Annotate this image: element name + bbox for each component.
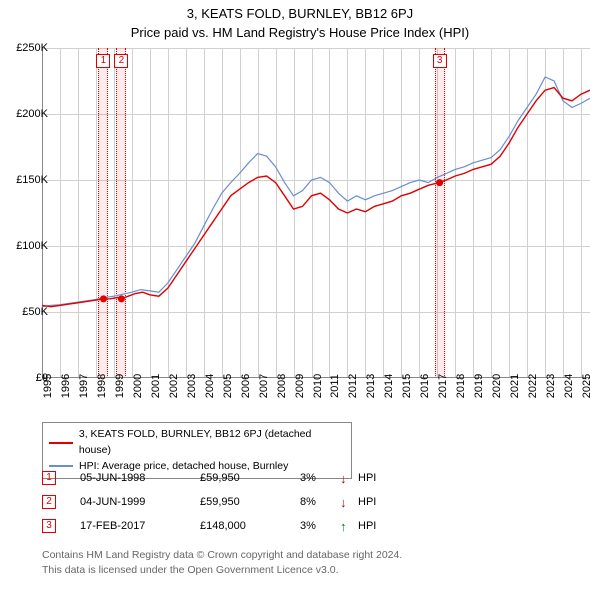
footer-line-1: Contains HM Land Registry data © Crown c… [42, 548, 402, 563]
y-tick-label: £200K [16, 108, 48, 120]
x-tick-label: 2024 [563, 374, 575, 398]
x-tick-label: 2017 [437, 374, 449, 398]
chart-marker-1: 1 [96, 54, 110, 68]
event-date: 17-FEB-2017 [80, 520, 200, 532]
x-tick-label: 2014 [383, 374, 395, 398]
event-arrow-icon: ↓ [340, 471, 358, 486]
event-pct: 3% [300, 472, 340, 484]
event-num: 3 [42, 519, 56, 533]
event-row: 2 04-JUN-1999£59,9508%↓HPI [42, 490, 388, 514]
series-line-hpi [42, 77, 590, 307]
chart-marker-2: 2 [114, 54, 128, 68]
chart-container: 3, KEATS FOLD, BURNLEY, BB12 6PJ Price p… [0, 0, 600, 590]
event-date: 05-JUN-1998 [80, 472, 200, 484]
event-price: £148,000 [200, 520, 300, 532]
series-line-property [42, 88, 590, 307]
x-tick-label: 1998 [96, 374, 108, 398]
x-tick-label: 2009 [294, 374, 306, 398]
footer-line-2: This data is licensed under the Open Gov… [42, 563, 402, 578]
event-row: 1 05-JUN-1998£59,9503%↓HPI [42, 466, 388, 490]
events-table: 105-JUN-1998£59,9503%↓HPI204-JUN-1999£59… [42, 466, 388, 538]
event-pct: 3% [300, 520, 340, 532]
event-arrow-icon: ↑ [340, 519, 358, 534]
legend-swatch-red [49, 442, 73, 445]
x-tick-label: 2005 [222, 374, 234, 398]
y-tick-label: £50K [22, 306, 48, 318]
event-hpi-label: HPI [358, 520, 388, 532]
legend-item-1: 3, KEATS FOLD, BURNLEY, BB12 6PJ (detach… [49, 427, 345, 459]
x-tick-label: 2016 [419, 374, 431, 398]
x-tick-label: 2023 [545, 374, 557, 398]
x-tick-label: 2021 [509, 374, 521, 398]
chart-lines [42, 48, 590, 378]
x-tick-label: 2001 [150, 374, 162, 398]
x-tick-label: 2002 [168, 374, 180, 398]
event-pct: 8% [300, 496, 340, 508]
chart-title: 3, KEATS FOLD, BURNLEY, BB12 6PJ [0, 0, 600, 21]
event-dot-1 [100, 295, 107, 302]
event-date: 04-JUN-1999 [80, 496, 200, 508]
x-tick-label: 2022 [527, 374, 539, 398]
x-tick-label: 2010 [312, 374, 324, 398]
x-tick-label: 2020 [491, 374, 503, 398]
x-tick-label: 2008 [276, 374, 288, 398]
event-row: 3 17-FEB-2017£148,0003%↑HPI [42, 514, 388, 538]
event-arrow-icon: ↓ [340, 495, 358, 510]
x-tick-label: 1996 [60, 374, 72, 398]
event-num: 1 [42, 471, 56, 485]
y-tick-label: £150K [16, 174, 48, 186]
x-tick-label: 1997 [78, 374, 90, 398]
event-price: £59,950 [200, 496, 300, 508]
x-tick-label: 2018 [455, 374, 467, 398]
x-tick-label: 2025 [581, 374, 593, 398]
event-num: 2 [42, 495, 56, 509]
x-tick-label: 2000 [132, 374, 144, 398]
event-hpi-label: HPI [358, 496, 388, 508]
legend-label-1: 3, KEATS FOLD, BURNLEY, BB12 6PJ (detach… [79, 427, 345, 459]
x-tick-label: 2007 [258, 374, 270, 398]
x-tick-label: 2012 [347, 374, 359, 398]
event-price: £59,950 [200, 472, 300, 484]
y-tick-label: £250K [16, 42, 48, 54]
y-tick-label: £100K [16, 240, 48, 252]
x-tick-label: 2015 [401, 374, 413, 398]
x-tick-label: 2011 [329, 374, 341, 398]
x-tick-label: 1995 [42, 374, 54, 398]
footer: Contains HM Land Registry data © Crown c… [42, 548, 402, 577]
x-tick-label: 2004 [204, 374, 216, 398]
chart-marker-3: 3 [433, 54, 447, 68]
x-tick-label: 2013 [365, 374, 377, 398]
x-tick-label: 1999 [114, 374, 126, 398]
x-tick-label: 2019 [473, 374, 485, 398]
event-hpi-label: HPI [358, 472, 388, 484]
x-tick-label: 2006 [240, 374, 252, 398]
event-dot-3 [436, 179, 443, 186]
event-dot-2 [118, 295, 125, 302]
x-tick-label: 2003 [186, 374, 198, 398]
chart-subtitle: Price paid vs. HM Land Registry's House … [0, 21, 600, 40]
